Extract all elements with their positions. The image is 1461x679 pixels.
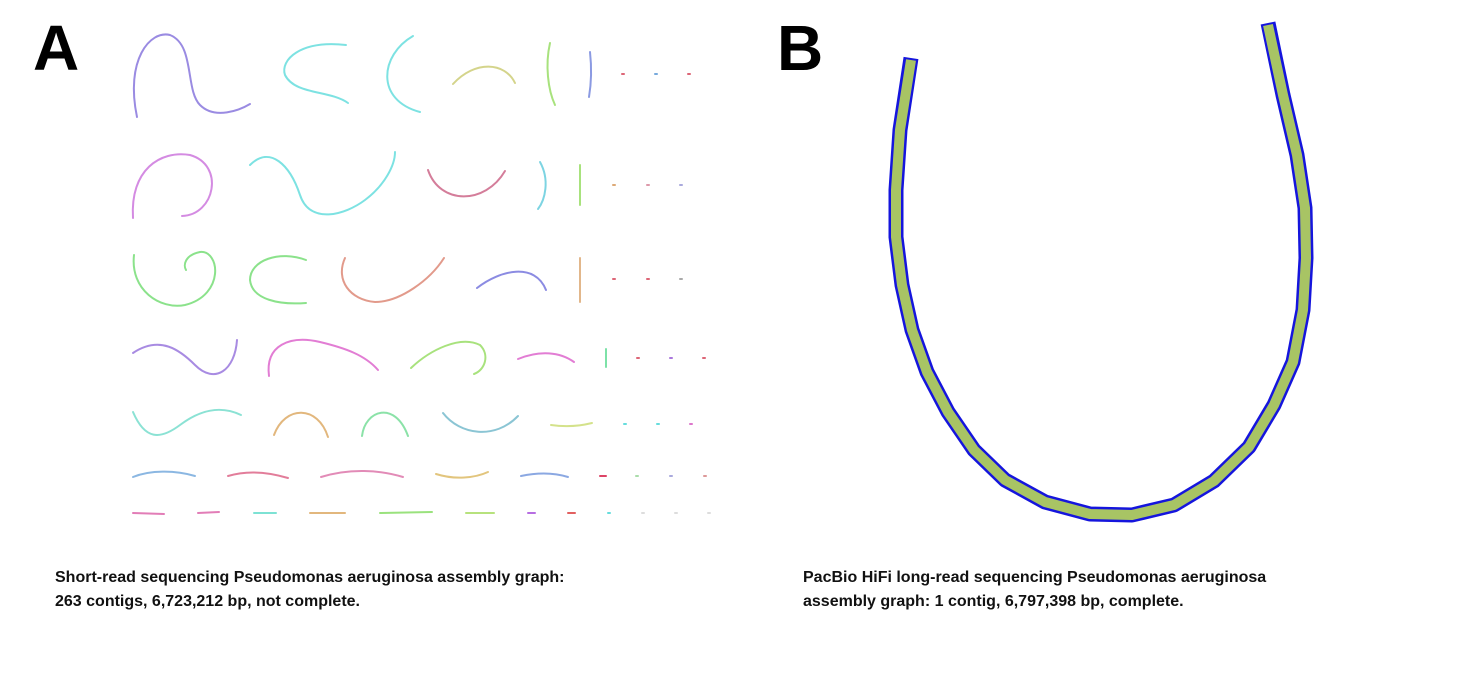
contig-graph-long-read	[888, 21, 1314, 523]
caption-line: PacBio HiFi long-read sequencing Pseudom…	[803, 569, 1266, 586]
caption-line: Short-read sequencing Pseudomonas aerugi…	[55, 569, 564, 586]
contig-graph-short-read	[131, 33, 711, 515]
caption-line: 263 contigs, 6,723,212 bp, not complete.	[55, 593, 360, 610]
panel-label: B	[777, 12, 823, 84]
caption-line: assembly graph: 1 contig, 6,797,398 bp, …	[803, 593, 1184, 610]
panel-label: A	[33, 12, 79, 84]
